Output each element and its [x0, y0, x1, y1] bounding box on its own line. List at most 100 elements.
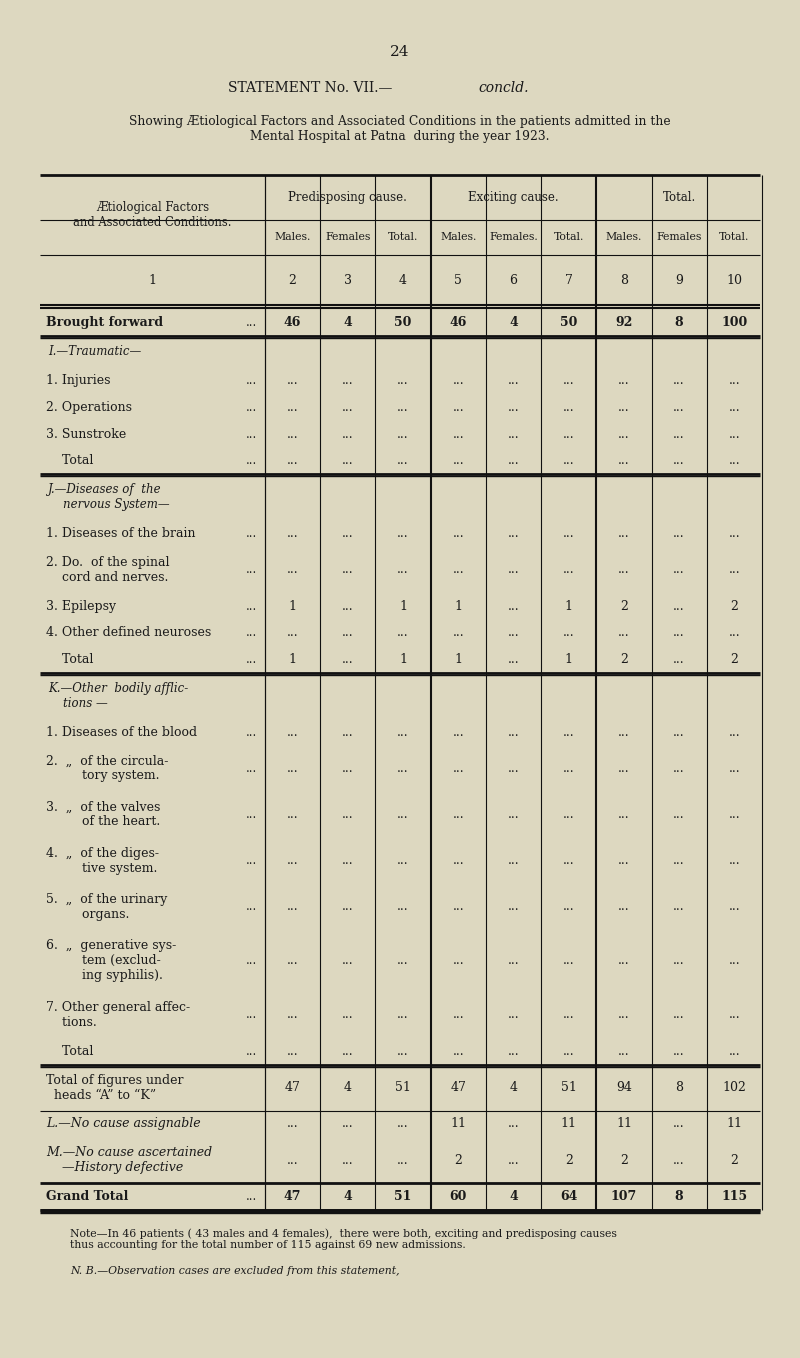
Text: 47: 47	[450, 1081, 466, 1095]
Text: ...: ...	[508, 564, 519, 576]
Text: 8: 8	[675, 316, 683, 329]
Text: ...: ...	[508, 1044, 519, 1058]
Text: ...: ...	[508, 854, 519, 868]
Text: ...: ...	[453, 626, 464, 640]
Text: 92: 92	[615, 316, 633, 329]
Text: 6.  „  generative sys-
         tem (exclud-
         ing syphilis).: 6. „ generative sys- tem (exclud- ing sy…	[46, 940, 176, 982]
Text: ...: ...	[453, 854, 464, 868]
Text: ...: ...	[398, 808, 409, 822]
Text: 8: 8	[620, 273, 628, 287]
Text: Males.: Males.	[440, 232, 477, 243]
Text: ...: ...	[618, 626, 630, 640]
Text: ...: ...	[342, 626, 354, 640]
Text: 1. Diseases of the blood: 1. Diseases of the blood	[46, 725, 197, 739]
Text: 4: 4	[343, 316, 352, 329]
Text: ...: ...	[453, 808, 464, 822]
Text: Brought forward: Brought forward	[46, 316, 163, 329]
Text: ...: ...	[342, 375, 354, 387]
Text: ...: ...	[342, 1118, 354, 1130]
Text: ...: ...	[618, 955, 630, 967]
Text: ...: ...	[508, 1009, 519, 1021]
Text: Females: Females	[657, 232, 702, 243]
Text: ...: ...	[729, 762, 740, 775]
Text: Predisposing cause.: Predisposing cause.	[288, 191, 407, 204]
Text: ...: ...	[342, 900, 354, 913]
Text: 6: 6	[510, 273, 518, 287]
Text: 4: 4	[509, 1190, 518, 1203]
Text: ...: ...	[453, 1044, 464, 1058]
Text: ...: ...	[342, 762, 354, 775]
Text: 3: 3	[344, 273, 352, 287]
Text: 115: 115	[722, 1190, 747, 1203]
Text: ...: ...	[618, 900, 630, 913]
Text: ...: ...	[342, 725, 354, 739]
Text: 10: 10	[726, 273, 742, 287]
Text: ...: ...	[729, 725, 740, 739]
Text: 50: 50	[560, 316, 578, 329]
Text: ...: ...	[674, 762, 685, 775]
Text: ...: ...	[563, 401, 574, 414]
Text: ...: ...	[246, 808, 257, 822]
Text: ...: ...	[674, 725, 685, 739]
Text: ...: ...	[563, 375, 574, 387]
Text: 50: 50	[394, 316, 412, 329]
Text: ...: ...	[286, 725, 298, 739]
Text: ...: ...	[398, 1009, 409, 1021]
Text: ...: ...	[674, 854, 685, 868]
Text: ...: ...	[674, 375, 685, 387]
Text: ...: ...	[729, 854, 740, 868]
Text: 4: 4	[344, 1081, 352, 1095]
Text: 3.  „  of the valves
         of the heart.: 3. „ of the valves of the heart.	[46, 800, 160, 828]
Text: 100: 100	[722, 316, 747, 329]
Text: N. B.—Observation cases are excluded from this statement,: N. B.—Observation cases are excluded fro…	[70, 1266, 400, 1277]
Text: Total: Total	[46, 1044, 94, 1058]
Text: concld.: concld.	[478, 81, 529, 95]
Text: ...: ...	[342, 1044, 354, 1058]
Text: ...: ...	[674, 955, 685, 967]
Text: ...: ...	[246, 653, 257, 665]
Text: ...: ...	[453, 401, 464, 414]
Text: ...: ...	[286, 375, 298, 387]
Text: ...: ...	[286, 955, 298, 967]
Text: ...: ...	[674, 600, 685, 612]
Text: ...: ...	[618, 428, 630, 440]
Text: ...: ...	[286, 1118, 298, 1130]
Text: ...: ...	[453, 454, 464, 467]
Text: ...: ...	[674, 527, 685, 540]
Text: ...: ...	[508, 1154, 519, 1167]
Text: ...: ...	[453, 527, 464, 540]
Text: ...: ...	[286, 854, 298, 868]
Text: 1: 1	[399, 600, 407, 612]
Text: ...: ...	[246, 1044, 257, 1058]
Text: ...: ...	[246, 600, 257, 612]
Text: J.—Diseases of  the
    nervous System—: J.—Diseases of the nervous System—	[48, 483, 170, 511]
Text: Ætiological Factors
and Associated Conditions.: Ætiological Factors and Associated Condi…	[74, 201, 232, 230]
Text: ...: ...	[674, 428, 685, 440]
Text: ...: ...	[563, 428, 574, 440]
Text: ...: ...	[453, 428, 464, 440]
Text: ...: ...	[453, 762, 464, 775]
Text: ...: ...	[453, 564, 464, 576]
Text: 2: 2	[454, 1154, 462, 1167]
Text: ...: ...	[729, 375, 740, 387]
Text: ...: ...	[286, 900, 298, 913]
Text: ...: ...	[508, 375, 519, 387]
Text: 4: 4	[510, 1081, 518, 1095]
Text: ...: ...	[246, 626, 257, 640]
Text: 2: 2	[620, 600, 628, 612]
Text: ...: ...	[674, 401, 685, 414]
Text: ...: ...	[398, 955, 409, 967]
Text: 1: 1	[289, 600, 297, 612]
Text: ...: ...	[342, 401, 354, 414]
Text: 11: 11	[616, 1118, 632, 1130]
Text: ...: ...	[246, 428, 257, 440]
Text: ...: ...	[398, 1118, 409, 1130]
Text: Males.: Males.	[274, 232, 310, 243]
Text: ...: ...	[398, 564, 409, 576]
Text: 9: 9	[675, 273, 683, 287]
Text: ...: ...	[618, 1044, 630, 1058]
Text: 1: 1	[454, 653, 462, 665]
Text: 107: 107	[611, 1190, 637, 1203]
Text: ...: ...	[618, 762, 630, 775]
Text: ...: ...	[674, 564, 685, 576]
